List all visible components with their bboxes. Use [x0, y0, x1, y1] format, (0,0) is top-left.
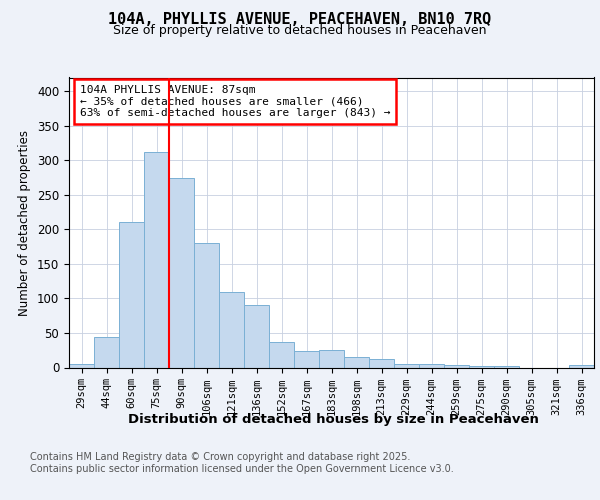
- Bar: [269, 342, 294, 367]
- Text: 104A, PHYLLIS AVENUE, PEACEHAVEN, BN10 7RQ: 104A, PHYLLIS AVENUE, PEACEHAVEN, BN10 7…: [109, 12, 491, 28]
- Bar: [569, 364, 594, 368]
- Bar: [69, 364, 94, 368]
- Bar: [194, 243, 219, 368]
- Bar: [344, 357, 369, 368]
- Text: Contains HM Land Registry data © Crown copyright and database right 2025.
Contai: Contains HM Land Registry data © Crown c…: [30, 452, 454, 474]
- Bar: [244, 306, 269, 368]
- Bar: [144, 152, 169, 368]
- Bar: [469, 366, 494, 368]
- Bar: [119, 222, 144, 368]
- Text: Size of property relative to detached houses in Peacehaven: Size of property relative to detached ho…: [113, 24, 487, 37]
- Bar: [394, 364, 419, 368]
- Bar: [219, 292, 244, 368]
- Y-axis label: Number of detached properties: Number of detached properties: [19, 130, 31, 316]
- Bar: [444, 364, 469, 368]
- Bar: [319, 350, 344, 368]
- Bar: [419, 364, 444, 368]
- Text: Distribution of detached houses by size in Peacehaven: Distribution of detached houses by size …: [128, 412, 538, 426]
- Bar: [169, 178, 194, 368]
- Bar: [94, 337, 119, 368]
- Bar: [369, 358, 394, 368]
- Bar: [494, 366, 519, 368]
- Text: 104A PHYLLIS AVENUE: 87sqm
← 35% of detached houses are smaller (466)
63% of sem: 104A PHYLLIS AVENUE: 87sqm ← 35% of deta…: [79, 84, 390, 118]
- Bar: [294, 351, 319, 368]
